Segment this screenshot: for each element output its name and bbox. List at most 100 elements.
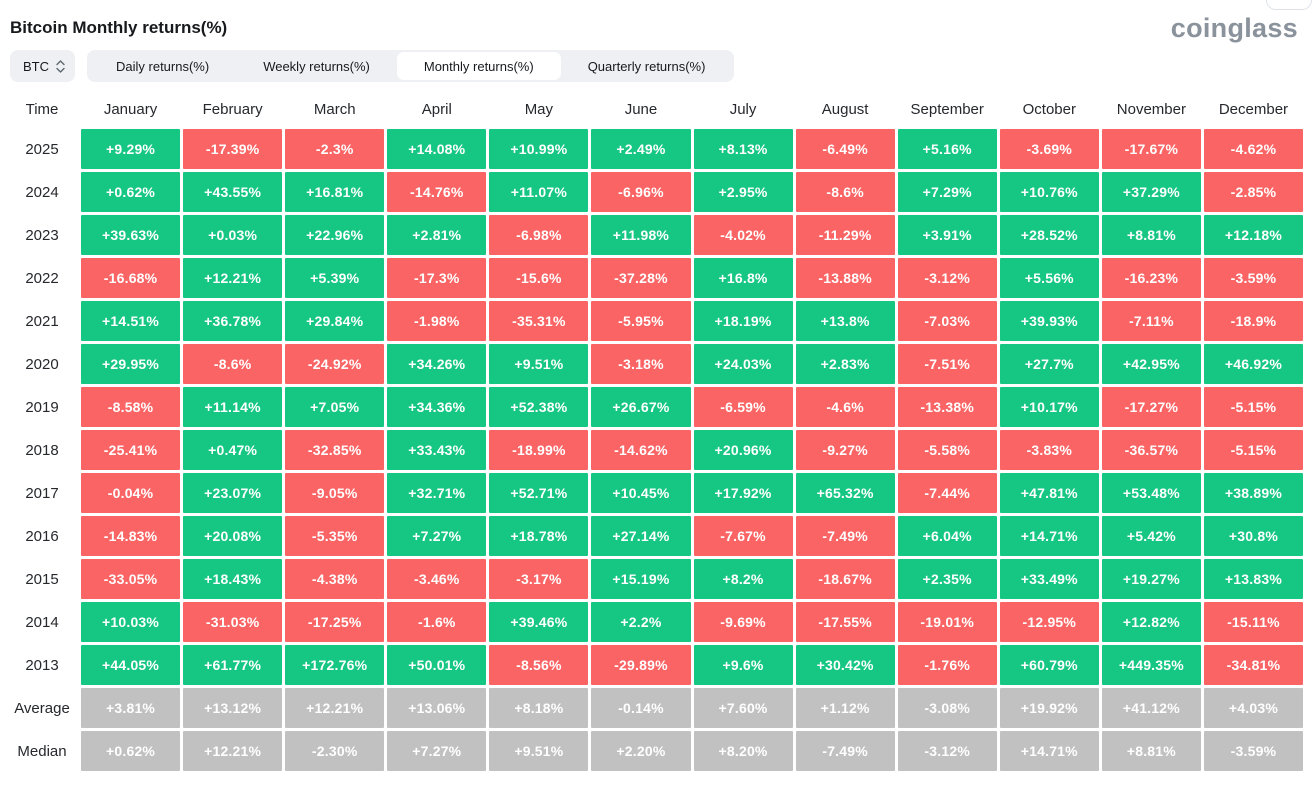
return-cell: +29.84% [285,301,385,341]
return-cell: +30.8% [1203,516,1303,556]
return-cell: -25.41% [81,430,181,470]
return-cell: -17.55% [795,602,895,642]
tab-monthly-returns[interactable]: Monthly returns(%) [396,52,561,80]
row-label: Average [14,699,70,717]
return-cell: +8.13% [693,129,793,169]
topbar: Bitcoin Monthly returns(%) coinglass [0,0,1312,48]
return-cell: +13.8% [795,301,895,341]
return-cell: +29.95% [81,344,181,384]
return-cell: -14.62% [591,430,691,470]
return-cell: -3.83% [999,430,1099,470]
return-cell: +18.78% [489,516,589,556]
return-cell: +12.21% [285,688,385,728]
month-header: September [910,100,984,118]
return-cell: +20.08% [183,516,283,556]
return-cell: +14.51% [81,301,181,341]
return-cell: +8.18% [489,688,589,728]
return-cell: +5.39% [285,258,385,298]
return-cell: +12.18% [1203,215,1303,255]
tab-weekly-returns[interactable]: Weekly returns(%) [263,58,370,74]
return-cell: +9.51% [489,344,589,384]
return-cell: -17.39% [183,129,283,169]
return-cell: -18.99% [489,430,589,470]
return-cell: -11.29% [795,215,895,255]
return-cell: -7.49% [795,516,895,556]
return-cell: +14.08% [387,129,487,169]
return-cell: +5.42% [1101,516,1201,556]
month-header: February [202,100,263,118]
return-cell: +33.43% [387,430,487,470]
return-cell: +4.03% [1203,688,1303,728]
return-cell: -15.6% [489,258,589,298]
return-cell: -32.85% [285,430,385,470]
return-cell: +11.98% [591,215,691,255]
return-cell: -9.05% [285,473,385,513]
return-cell: +8.81% [1101,215,1201,255]
return-cell: +17.92% [693,473,793,513]
return-cell: -13.88% [795,258,895,298]
return-cell: +9.51% [489,731,589,771]
return-cell: +53.48% [1101,473,1201,513]
return-cell: +172.76% [285,645,385,685]
return-cell: +20.96% [693,430,793,470]
page-title: Bitcoin Monthly returns(%) [10,18,228,37]
return-cell: +44.05% [81,645,181,685]
return-cell: +0.62% [81,172,181,212]
return-cell: +1.12% [795,688,895,728]
return-cell: +12.21% [183,731,283,771]
coin-selector[interactable]: BTC [10,50,75,82]
return-cell: -3.12% [897,731,997,771]
row-label: 2024 [25,183,59,201]
return-cell: +2.20% [591,731,691,771]
month-header: July [729,100,757,118]
time-column-header: Time [25,100,59,118]
return-cell: -8.6% [795,172,895,212]
return-cell: -3.59% [1203,258,1303,298]
month-header: November [1116,100,1186,118]
row-label: 2018 [25,441,59,459]
return-cell: +10.45% [591,473,691,513]
return-cell: +19.27% [1101,559,1201,599]
return-cell: -9.27% [795,430,895,470]
return-cell: +22.96% [285,215,385,255]
return-cell: +18.43% [183,559,283,599]
return-cell: +61.77% [183,645,283,685]
return-cell: -34.81% [1203,645,1303,685]
returns-tabbar: Daily returns(%) Weekly returns(%) Month… [87,50,735,82]
return-cell: +8.81% [1101,731,1201,771]
return-cell: -14.83% [81,516,181,556]
return-cell: +26.67% [591,387,691,427]
row-label: 2021 [25,312,59,330]
tab-daily-returns[interactable]: Daily returns(%) [116,58,210,74]
return-cell: +11.14% [183,387,283,427]
return-cell: +0.03% [183,215,283,255]
return-cell: -29.89% [591,645,691,685]
return-cell: +5.16% [897,129,997,169]
month-header: April [421,100,452,118]
return-cell: +9.6% [693,645,793,685]
return-cell: +14.71% [999,731,1099,771]
return-cell: +65.32% [795,473,895,513]
return-cell: -17.3% [387,258,487,298]
return-cell: +19.92% [999,688,1099,728]
month-header: May [524,100,554,118]
return-cell: -13.38% [897,387,997,427]
return-cell: +39.63% [81,215,181,255]
return-cell: -0.04% [81,473,181,513]
return-cell: -4.6% [795,387,895,427]
controls-row: BTC Daily returns(%) Weekly returns(%) M… [0,48,1312,82]
return-cell: +32.71% [387,473,487,513]
return-cell: -2.85% [1203,172,1303,212]
return-cell: -5.15% [1203,387,1303,427]
return-cell: -5.15% [1203,430,1303,470]
top-right-partial-button [1266,0,1312,10]
return-cell: +41.12% [1101,688,1201,728]
return-cell: +2.81% [387,215,487,255]
return-cell: +10.99% [489,129,589,169]
return-cell: +39.93% [999,301,1099,341]
tab-quarterly-returns[interactable]: Quarterly returns(%) [587,58,706,74]
return-cell: +16.81% [285,172,385,212]
month-header: June [624,100,658,118]
return-cell: -36.57% [1101,430,1201,470]
return-cell: +10.17% [999,387,1099,427]
